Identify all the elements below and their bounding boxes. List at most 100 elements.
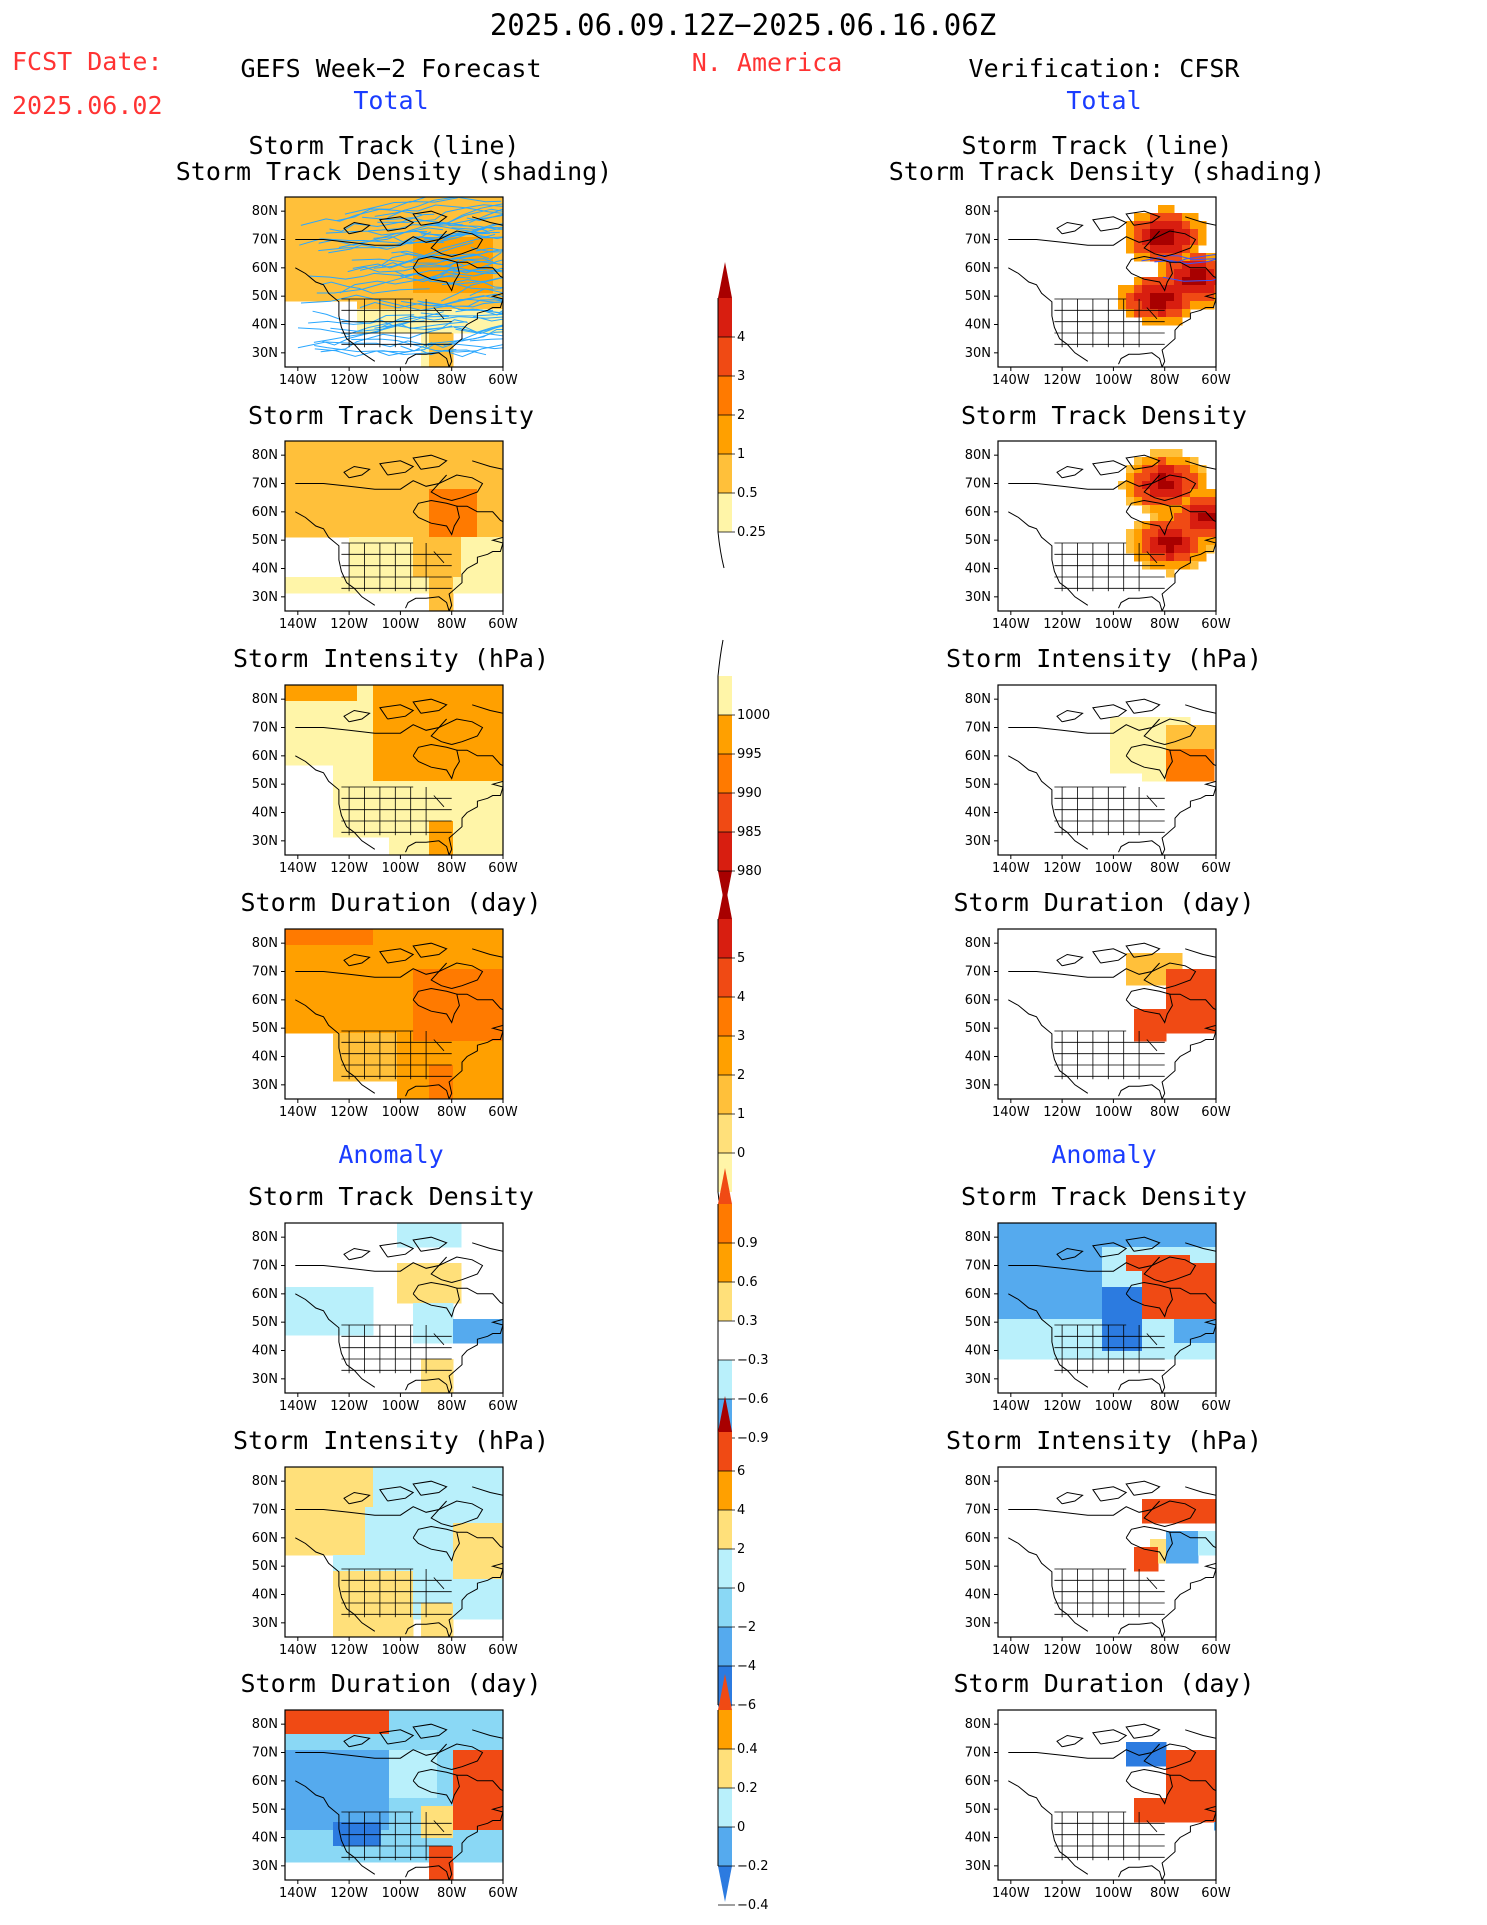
field-cell [429, 1822, 438, 1831]
field-cell [301, 497, 310, 506]
field-cell [341, 1750, 350, 1759]
field-cell [1142, 553, 1151, 562]
field-cell [421, 449, 430, 458]
field-cell [333, 285, 342, 294]
field-cell [1214, 1311, 1216, 1320]
storm-track-line [423, 233, 503, 240]
lon-tick-label: 120W [1043, 861, 1081, 876]
field-cell [501, 505, 503, 514]
field-cell [1062, 1303, 1071, 1312]
field-cell [317, 1319, 326, 1328]
field-cell [493, 1822, 502, 1831]
field-cell [309, 465, 318, 474]
field-cell [397, 1774, 406, 1783]
field-cell [349, 221, 358, 230]
storm-track-line [459, 301, 503, 308]
field-cell [389, 969, 398, 978]
field-cell [485, 837, 494, 846]
field-cell [413, 1295, 422, 1304]
field-cell [1166, 1231, 1175, 1240]
field-cell [485, 1319, 494, 1328]
lat-tick-label: 70N [965, 721, 991, 736]
field-cell [389, 1057, 398, 1066]
field-cell [285, 1539, 294, 1548]
field-cell [309, 953, 318, 962]
field-cell [301, 449, 310, 458]
field-cell [469, 1491, 478, 1500]
coastline-path [472, 948, 503, 958]
field-cell [445, 1734, 454, 1743]
field-cell [429, 1025, 438, 1034]
field-cell [461, 993, 470, 1002]
field-cell [389, 1766, 398, 1775]
field-cell [309, 1017, 318, 1026]
field-cell [389, 797, 398, 806]
field-cell [1150, 1295, 1159, 1304]
field-cell [309, 473, 318, 482]
field-cell [325, 457, 334, 466]
field-cell [1022, 1263, 1031, 1272]
field-cell [293, 489, 302, 498]
field-cell [1198, 1009, 1207, 1018]
field-cell [485, 1515, 494, 1524]
field-cell [389, 1009, 398, 1018]
field-cell [501, 269, 503, 278]
field-cell [317, 497, 326, 506]
field-cell [397, 717, 406, 726]
field-cell [453, 1718, 462, 1727]
field-cell [309, 197, 318, 206]
field-cell [1182, 269, 1191, 278]
field-cell [1022, 1247, 1031, 1256]
field-cell [429, 1359, 438, 1368]
field-cell [413, 829, 422, 838]
field-cell [1150, 725, 1159, 734]
field-cell [397, 309, 406, 318]
field-cell [317, 1311, 326, 1320]
field-cell [357, 1782, 366, 1791]
field-cell [1046, 1247, 1055, 1256]
field-cell [437, 1862, 446, 1871]
field-cell [1198, 269, 1207, 278]
field-cell [437, 1539, 446, 1548]
field-cell [285, 1846, 294, 1855]
field-cell [421, 1790, 430, 1799]
field-cell [1182, 1351, 1191, 1360]
field-cell [1102, 1343, 1111, 1352]
field-cell [493, 489, 502, 498]
lat-tick-label: 50N [252, 777, 278, 792]
field-cell [325, 1806, 334, 1815]
field-cell [405, 1806, 414, 1815]
field-cell [453, 449, 462, 458]
field-cell [405, 813, 414, 822]
lon-tick-label: 80W [437, 617, 467, 632]
field-cell [325, 1742, 334, 1751]
field-cell [1158, 1303, 1167, 1312]
field-cell [1006, 1303, 1015, 1312]
coastline-path [295, 1293, 376, 1388]
field-cell [429, 441, 438, 450]
field-cell [437, 1279, 446, 1288]
field-cell [1022, 1327, 1031, 1336]
field-cell [317, 1726, 326, 1735]
field-cell [453, 473, 462, 482]
field-cell [389, 837, 398, 846]
field-cell [485, 945, 494, 954]
field-cell [301, 977, 310, 986]
field-cell [445, 333, 454, 342]
field-cell [469, 529, 478, 538]
field-cell [1198, 1311, 1207, 1320]
field-cell [365, 717, 374, 726]
field-cell [469, 1467, 478, 1476]
field-cell [485, 1097, 494, 1099]
field-cell [309, 1327, 318, 1336]
field-cell [1198, 1231, 1207, 1240]
field-cell [381, 237, 390, 246]
field-cell [493, 985, 502, 994]
field-cell [381, 1830, 390, 1839]
coastline-path [1092, 1242, 1128, 1258]
field-cell [453, 1846, 462, 1855]
field-cell [1014, 1351, 1023, 1360]
field-cell [317, 1531, 326, 1540]
field-cell [1182, 1539, 1191, 1548]
field-cell [309, 1001, 318, 1010]
